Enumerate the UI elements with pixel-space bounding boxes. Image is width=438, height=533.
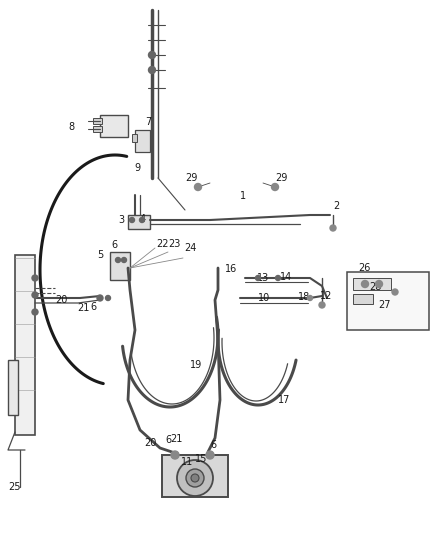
Bar: [100, 115, 128, 137]
Bar: [128, 215, 150, 229]
Text: 14: 14: [280, 272, 292, 282]
Bar: [353, 294, 373, 304]
Bar: [353, 278, 391, 290]
Circle shape: [375, 280, 382, 287]
Circle shape: [276, 276, 280, 280]
Text: 4: 4: [140, 214, 146, 224]
Bar: [132, 134, 137, 142]
Text: 29: 29: [275, 173, 287, 183]
Bar: [93, 118, 102, 124]
Text: 9: 9: [134, 163, 140, 173]
Text: 2: 2: [333, 201, 339, 211]
Circle shape: [361, 280, 368, 287]
Circle shape: [255, 276, 261, 280]
Circle shape: [171, 451, 179, 459]
Bar: [162, 455, 228, 497]
Circle shape: [32, 275, 38, 281]
Text: 19: 19: [190, 360, 202, 370]
Text: 15: 15: [195, 454, 207, 464]
Circle shape: [194, 183, 201, 190]
Text: 20: 20: [145, 438, 157, 448]
Text: 12: 12: [320, 291, 332, 301]
Text: 21: 21: [77, 303, 89, 313]
Text: 13: 13: [257, 273, 269, 283]
Text: 6: 6: [111, 240, 117, 250]
Text: 11: 11: [181, 457, 193, 467]
Text: 7: 7: [145, 117, 151, 127]
Text: 6: 6: [210, 440, 216, 450]
Text: 25: 25: [8, 482, 21, 492]
Bar: [347, 272, 429, 330]
Bar: [93, 126, 102, 132]
Text: 24: 24: [184, 243, 196, 253]
Text: 6: 6: [90, 302, 96, 312]
Text: 6: 6: [165, 435, 171, 445]
Bar: [8, 360, 18, 415]
Text: 17: 17: [278, 395, 290, 405]
Circle shape: [186, 469, 204, 487]
Circle shape: [191, 474, 199, 482]
Bar: [110, 252, 130, 280]
Circle shape: [32, 309, 38, 315]
Text: 18: 18: [298, 292, 310, 302]
Text: 1: 1: [240, 191, 246, 201]
Circle shape: [32, 292, 38, 298]
Circle shape: [307, 295, 312, 301]
Text: 23: 23: [168, 239, 180, 249]
Text: 28: 28: [369, 282, 381, 292]
Text: 8: 8: [68, 122, 74, 132]
Text: 16: 16: [225, 264, 237, 274]
Circle shape: [121, 257, 127, 262]
Text: 5: 5: [97, 250, 103, 260]
Text: 22: 22: [156, 239, 169, 249]
Text: 20: 20: [56, 295, 68, 305]
Text: 29: 29: [185, 173, 198, 183]
Text: 3: 3: [118, 215, 124, 225]
Circle shape: [330, 225, 336, 231]
Circle shape: [177, 460, 213, 496]
Bar: [135, 130, 150, 152]
Circle shape: [106, 295, 110, 301]
Circle shape: [272, 183, 279, 190]
Text: 10: 10: [258, 293, 270, 303]
Circle shape: [206, 451, 214, 459]
Text: 27: 27: [378, 300, 391, 310]
Circle shape: [148, 67, 155, 74]
Text: 21: 21: [170, 434, 182, 444]
Circle shape: [148, 52, 155, 59]
Text: 26: 26: [358, 263, 371, 273]
Circle shape: [392, 289, 398, 295]
Circle shape: [130, 217, 134, 222]
Circle shape: [139, 217, 145, 222]
Circle shape: [319, 302, 325, 308]
Circle shape: [97, 295, 103, 301]
Circle shape: [116, 257, 120, 262]
Bar: [15, 255, 35, 435]
